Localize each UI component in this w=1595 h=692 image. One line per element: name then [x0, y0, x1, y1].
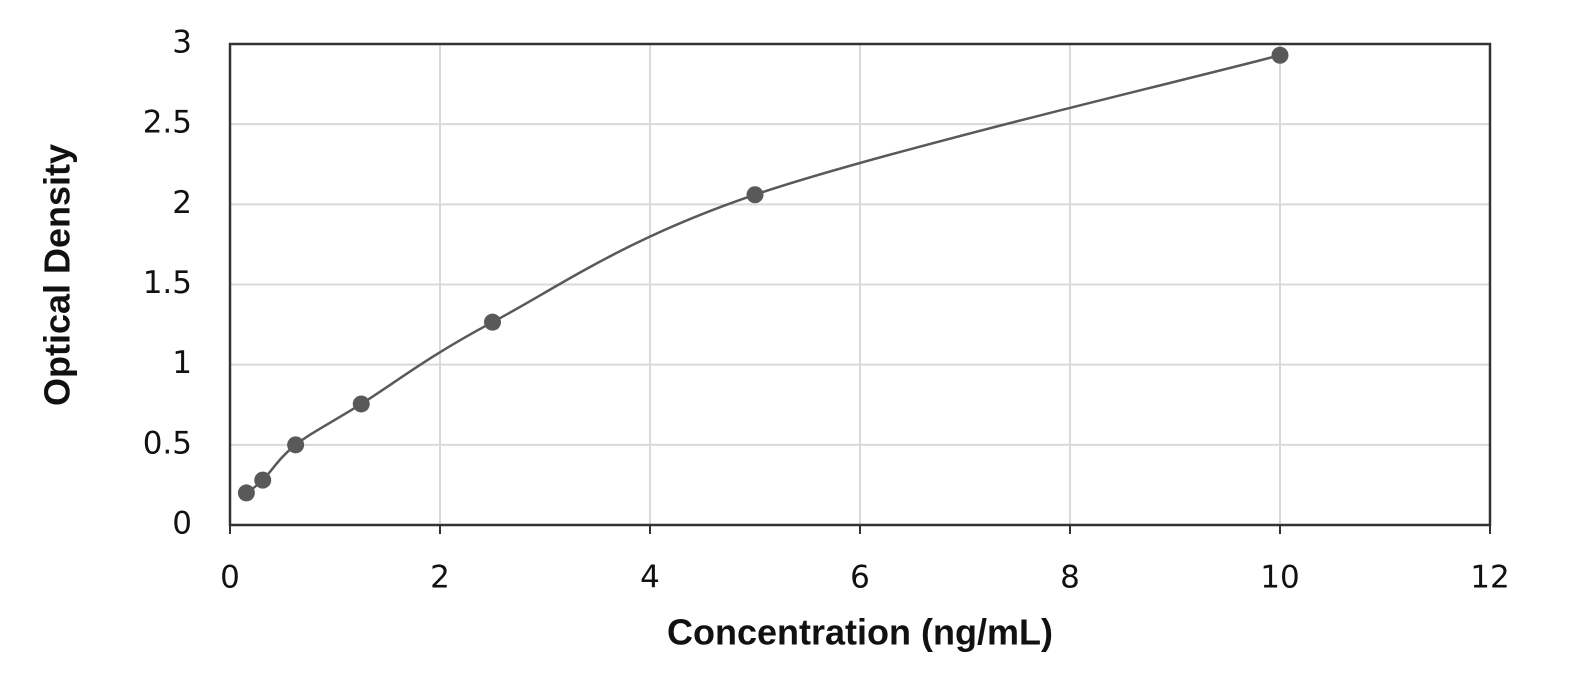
x-tick-label: 4 [640, 560, 660, 596]
x-tick-label: 2 [430, 560, 450, 596]
data-point [352, 395, 370, 413]
data-point [237, 484, 255, 502]
y-tick-label: 0 [172, 506, 192, 542]
y-tick-label: 3 [172, 25, 192, 61]
x-tick-label: 10 [1260, 560, 1299, 596]
x-axis-title: Concentration (ng/mL) [667, 612, 1053, 653]
y-axis-title: Optical Density [37, 144, 78, 406]
y-tick-label: 2 [172, 185, 192, 221]
data-point [484, 313, 501, 331]
x-tick-label: 6 [850, 560, 870, 596]
data-point [1271, 46, 1289, 64]
x-tick-label: 8 [1060, 560, 1080, 596]
x-tick-label: 0 [220, 560, 240, 596]
data-point [254, 471, 272, 489]
data-point [746, 186, 764, 204]
fit-curve [245, 54, 1281, 494]
y-tick-label: 2.5 [143, 105, 192, 141]
y-tick-label: 0.5 [143, 425, 192, 461]
x-tick-label: 12 [1470, 560, 1509, 596]
y-tick-label: 1.5 [143, 265, 192, 301]
y-tick-label: 1 [172, 345, 192, 381]
plot-frame [228, 42, 1492, 527]
data-point [287, 436, 305, 454]
